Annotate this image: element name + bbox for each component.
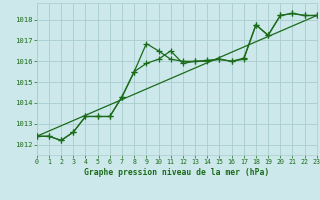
X-axis label: Graphe pression niveau de la mer (hPa): Graphe pression niveau de la mer (hPa) (84, 168, 269, 177)
